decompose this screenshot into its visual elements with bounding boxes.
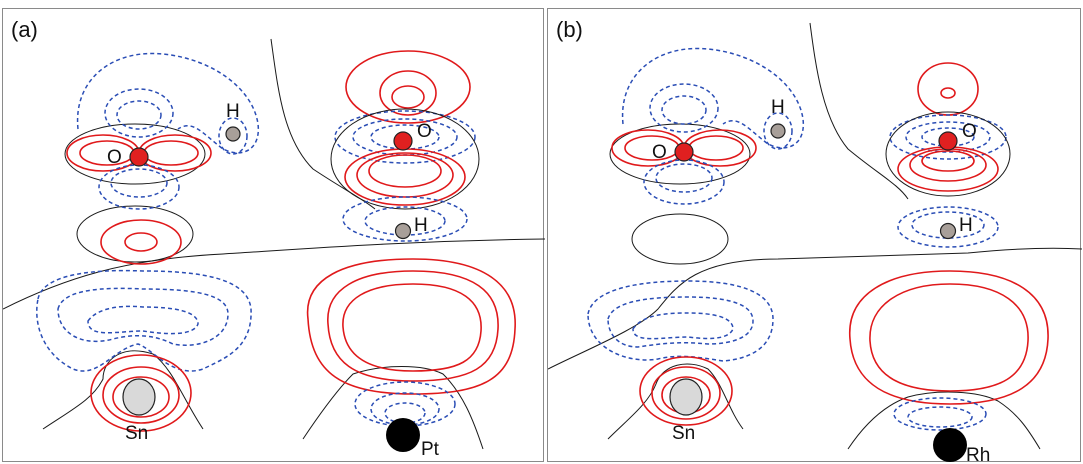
node-contour bbox=[302, 366, 484, 450]
positive-contour bbox=[391, 85, 425, 109]
positive-contour bbox=[651, 366, 721, 420]
atom-label-metal: Pt bbox=[421, 439, 440, 460]
negative-contour bbox=[655, 163, 713, 193]
negative-contour bbox=[98, 164, 180, 210]
positive-contour bbox=[143, 140, 199, 166]
positive-contour bbox=[306, 258, 516, 395]
oxygen-atom bbox=[393, 131, 413, 151]
atom-label-o-left: O bbox=[652, 142, 667, 163]
platinum-atom bbox=[386, 418, 420, 452]
positive-contour bbox=[849, 270, 1049, 405]
tin-atom bbox=[669, 378, 703, 416]
atom-label-substrate: Sn bbox=[125, 423, 148, 444]
positive-contour bbox=[909, 148, 987, 182]
node-contour bbox=[64, 123, 206, 185]
hydrogen-atom bbox=[770, 123, 786, 139]
node-contour bbox=[76, 205, 194, 263]
node-contour bbox=[330, 108, 480, 210]
negative-contour bbox=[607, 296, 754, 348]
positive-contour bbox=[921, 150, 975, 172]
atom-label-h-left: H bbox=[226, 101, 240, 122]
negative-contour bbox=[342, 196, 468, 242]
hydrogen-atom bbox=[939, 222, 957, 240]
node-contour bbox=[885, 111, 1011, 197]
negative-contour bbox=[57, 287, 229, 346]
positive-contour bbox=[917, 62, 979, 116]
negative-contour bbox=[632, 312, 734, 340]
negative-contour bbox=[36, 269, 252, 372]
node-contour bbox=[809, 22, 909, 200]
atom-label-metal: Rh bbox=[966, 445, 990, 463]
positive-contour bbox=[90, 354, 192, 432]
oxygen-atom bbox=[674, 142, 694, 162]
negative-contour bbox=[649, 83, 719, 133]
negative-contour bbox=[621, 47, 804, 149]
atom-label-substrate: Sn bbox=[672, 423, 695, 444]
node-contour bbox=[631, 213, 729, 265]
tin-atom bbox=[122, 378, 156, 416]
node-contour bbox=[42, 350, 204, 430]
positive-contour bbox=[688, 135, 744, 161]
node-contour bbox=[3, 238, 545, 310]
atom-label-h-left: H bbox=[771, 97, 785, 118]
node-contour bbox=[847, 391, 1041, 450]
node-contour bbox=[609, 123, 751, 185]
positive-contour bbox=[940, 87, 956, 99]
positive-contour bbox=[639, 356, 733, 426]
positive-contour bbox=[869, 283, 1029, 392]
negative-contour bbox=[893, 397, 987, 431]
positive-contour bbox=[897, 146, 999, 192]
rhodium-atom bbox=[933, 428, 967, 462]
positive-contour bbox=[327, 270, 499, 382]
negative-contour bbox=[889, 114, 1007, 160]
panel-label: (a) bbox=[11, 17, 38, 42]
positive-contour bbox=[102, 366, 180, 424]
positive-contour bbox=[356, 152, 454, 198]
negative-contour bbox=[763, 112, 793, 150]
node-contour bbox=[548, 247, 1082, 370]
negative-contour bbox=[907, 406, 973, 428]
atom-label-o-right: O bbox=[417, 121, 432, 142]
negative-contour bbox=[76, 52, 259, 154]
negative-contour bbox=[587, 280, 774, 362]
atom-label-o-right: O bbox=[962, 121, 977, 142]
atom-label-h-right: H bbox=[414, 215, 428, 236]
negative-contour bbox=[218, 117, 248, 155]
negative-contour bbox=[370, 392, 440, 426]
positive-contour bbox=[124, 232, 158, 252]
negative-contour bbox=[87, 305, 199, 335]
atom-label-o-left: O bbox=[107, 147, 122, 168]
negative-contour bbox=[104, 88, 174, 138]
negative-contour bbox=[110, 168, 168, 198]
hydrogen-atom bbox=[225, 126, 241, 142]
negative-contour bbox=[905, 121, 991, 153]
panel-label: (b) bbox=[556, 17, 583, 42]
positive-contour bbox=[368, 154, 442, 188]
oxygen-atom bbox=[129, 147, 149, 167]
positive-contour bbox=[100, 219, 182, 265]
positive-contour bbox=[379, 70, 437, 116]
negative-contour bbox=[334, 110, 476, 164]
negative-contour bbox=[911, 211, 985, 239]
positive-contour bbox=[112, 376, 170, 418]
negative-contour bbox=[116, 100, 162, 130]
panel-b: (b) bbox=[547, 8, 1082, 463]
positive-contour bbox=[345, 50, 471, 124]
negative-contour bbox=[897, 206, 999, 248]
positive-contour bbox=[342, 283, 482, 372]
atom-label-h-right: H bbox=[959, 215, 973, 236]
panel-a: (a) bbox=[2, 8, 545, 462]
node-contour bbox=[607, 363, 744, 440]
hydrogen-atom bbox=[394, 222, 412, 240]
density-difference-map-a: O H O H Sn Pt bbox=[3, 38, 545, 460]
oxygen-atom bbox=[938, 131, 958, 151]
density-difference-map-b: O H O H Sn Rh bbox=[548, 22, 1082, 463]
negative-contour bbox=[661, 95, 707, 125]
